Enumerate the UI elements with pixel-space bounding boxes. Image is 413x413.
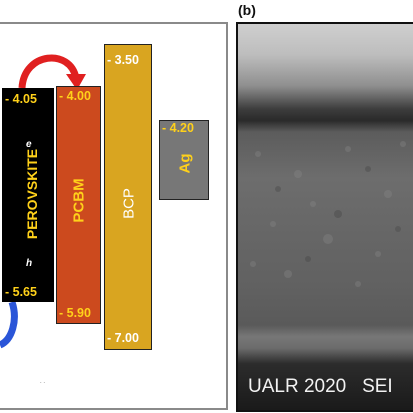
hole-symbol: h — [26, 258, 33, 269]
pcbm-band: - 4.00 - 5.90 PCBM — [56, 86, 101, 324]
pcbm-top-level: - 4.00 — [59, 89, 91, 103]
sem-texture — [250, 141, 406, 287]
panel-b-label: (b) — [238, 2, 256, 18]
perovskite-bottom-level: - 5.65 — [5, 285, 37, 299]
hole-transfer-arrow — [0, 300, 18, 349]
bcp-bottom-level: - 7.00 — [107, 331, 139, 345]
sem-caption: UALR 2020 SEI — [248, 376, 393, 397]
bcp-label: BCP — [120, 188, 138, 219]
ag-label: Ag — [176, 153, 194, 174]
bcp-band: - 3.50 - 7.00 BCP — [104, 44, 152, 350]
sem-image — [236, 22, 413, 412]
pcbm-label: PCBM — [70, 178, 88, 223]
perovskite-band: - 4.05 - 5.65 PEROVSKITE — [2, 88, 54, 302]
perovskite-top-level: - 4.05 — [5, 92, 37, 106]
bcp-top-level: - 3.50 — [107, 53, 139, 67]
pcbm-bottom-level: - 5.90 — [59, 306, 91, 320]
electron-arrowhead — [66, 74, 86, 90]
electron-symbol: e — [26, 139, 32, 150]
ag-level: - 4.20 — [162, 121, 194, 135]
electron-transfer-arrow — [18, 54, 80, 89]
ag-band: - 4.20 Ag — [159, 120, 209, 200]
speck-mark: . . — [40, 379, 45, 385]
